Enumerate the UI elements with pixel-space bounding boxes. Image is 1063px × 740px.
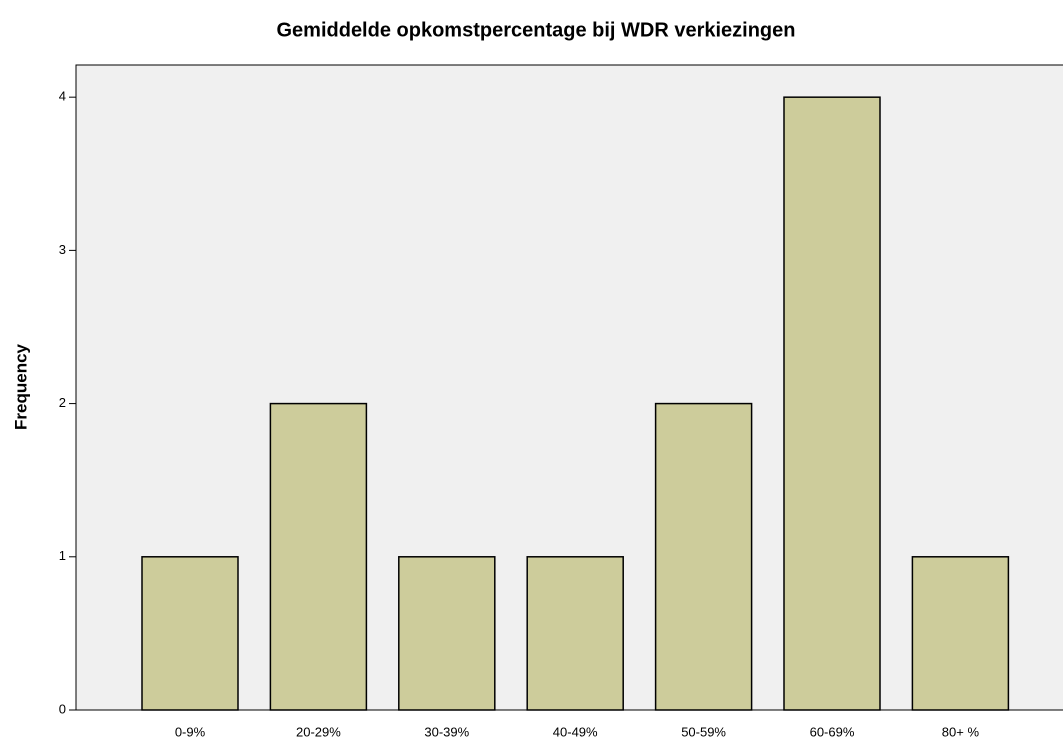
x-tick-label: 20-29% bbox=[296, 724, 341, 739]
x-tick-label: 40-49% bbox=[553, 724, 598, 739]
bar bbox=[783, 96, 881, 711]
bar bbox=[398, 556, 496, 711]
x-tick-label: 50-59% bbox=[681, 724, 726, 739]
y-tick-label: 1 bbox=[59, 548, 66, 563]
y-axis-title: Frequency bbox=[11, 343, 30, 430]
y-tick-label: 0 bbox=[59, 701, 66, 716]
x-tick-label: 0-9% bbox=[175, 724, 206, 739]
x-tick-label: 30-39% bbox=[424, 724, 469, 739]
chart-title: Gemiddelde opkomstpercentage bij WDR ver… bbox=[276, 19, 795, 41]
bar bbox=[141, 556, 239, 711]
bar bbox=[526, 556, 624, 711]
y-tick-label: 2 bbox=[59, 395, 66, 410]
y-tick-label: 4 bbox=[59, 89, 66, 104]
bar bbox=[654, 402, 753, 711]
y-tick-label: 3 bbox=[59, 242, 66, 257]
bar bbox=[269, 402, 368, 711]
x-tick-label: 60-69% bbox=[810, 724, 855, 739]
x-tick-label: 80+ % bbox=[942, 724, 980, 739]
bar bbox=[911, 556, 1010, 711]
